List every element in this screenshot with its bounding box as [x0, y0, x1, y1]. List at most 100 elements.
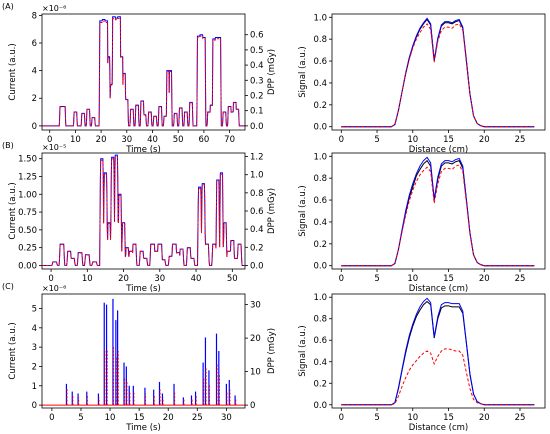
y-tick-label: 0.0 [313, 401, 327, 411]
axes-frame [331, 152, 546, 270]
panel-label: (C) [2, 282, 14, 291]
x-tick-label: 0 [49, 413, 54, 423]
y-right-tick-label: 20 [250, 334, 261, 344]
x-axis-label: Distance (cm) [409, 284, 468, 294]
y-right-tick-label: 1.2 [250, 153, 264, 163]
y-right-tick-label: 0.0 [250, 261, 264, 271]
y-tick-label: 0.4 [313, 358, 327, 368]
y-right-tick-label: 0.8 [250, 189, 264, 199]
y-tick-label: 2 [32, 94, 37, 104]
y-tick-label: 5 [32, 304, 37, 314]
y-right-tick-label: 0.3 [250, 76, 264, 86]
axes-frame [41, 13, 246, 131]
x-tick-label: 10 [82, 274, 93, 284]
y-axis-label: Signal (a.u.) [298, 325, 308, 376]
y-tick-label: 0.0 [313, 123, 327, 133]
y-tick-label: 1.0 [313, 13, 327, 23]
y-right-tick-label: 0.6 [250, 207, 264, 217]
y-tick-label: 0.4 [313, 79, 327, 89]
series-line-2 [341, 156, 535, 267]
y-tick-label: 0.75 [18, 208, 37, 218]
chart-panel-5: 0 5 10 15 20 25 30 0 1 2 3 4 5 0 10 20 30 DPP (mGy) ×10⁻⁶ (… [2, 282, 277, 433]
y-tick-label: 6 [32, 39, 37, 49]
x-tick-label: 40 [191, 274, 202, 284]
y-tick-label: 0 [32, 401, 37, 411]
y-right-axis-label: DPP (mGy) [267, 328, 277, 374]
x-tick-label: 25 [192, 413, 203, 423]
y-tick-label: 0.4 [313, 218, 327, 228]
axes-frame [331, 293, 546, 409]
y-tick-label: 0.6 [313, 196, 327, 206]
y-right-tick-label: 10 [250, 368, 261, 378]
x-tick-label: 60 [198, 135, 209, 145]
x-tick-label: 30 [221, 413, 232, 423]
y-tick-label: 1.00 [18, 190, 37, 200]
x-tick-label: 20 [479, 135, 490, 145]
x-tick-label: 40 [147, 135, 158, 145]
x-tick-label: 5 [374, 274, 379, 284]
y-axis-label: Current (a.u.) [8, 43, 18, 100]
x-tick-label: 25 [515, 413, 526, 423]
panel-label: (B) [2, 141, 14, 150]
x-tick-label: 50 [227, 274, 238, 284]
x-tick-label: 5 [374, 413, 379, 423]
y-right-tick-label: 0.2 [250, 243, 264, 253]
y-tick-label: 0.2 [313, 101, 327, 111]
x-tick-label: 0 [339, 274, 344, 284]
y-right-tick-label: 0.0 [250, 122, 264, 132]
y-tick-label: 1.0 [313, 293, 327, 303]
plot-area [42, 298, 245, 406]
y-tick-label: 0 [32, 122, 37, 132]
y-tick-label: 1.25 [18, 172, 37, 182]
x-tick-label: 15 [443, 413, 454, 423]
series-line-1 [42, 16, 245, 127]
y-right-tick-label: 0.2 [250, 91, 264, 101]
x-tick-label: 20 [163, 413, 174, 423]
y-tick-label: 0.0 [313, 262, 327, 272]
series-line-2 [341, 17, 535, 128]
y-tick-label: 1.0 [313, 152, 327, 162]
x-tick-label: 25 [515, 135, 526, 145]
y-axis-label: Signal (a.u.) [298, 185, 308, 236]
x-tick-label: 20 [96, 135, 107, 145]
x-tick-label: 10 [407, 135, 418, 145]
x-tick-label: 70 [224, 135, 235, 145]
y-tick-label: 0.50 [18, 226, 37, 236]
x-tick-label: 0 [339, 135, 344, 145]
panel-label: (A) [2, 2, 14, 11]
chart-panel-4: 0 5 10 15 20 25 0.0 0.2 0.4 0.6 0.8 1.0 Distance (cm… [298, 152, 546, 294]
y-right-tick-label: 30 [250, 301, 261, 311]
y-right-axis-label: DPP (mGy) [267, 49, 277, 95]
chart-panel-3: 0 10 20 30 40 50 0.00 0.25 0.50 0.75 1.00 1.25 1.50 0… [2, 141, 277, 294]
y-axis-exponent: ×10⁻⁵ [42, 143, 66, 152]
x-tick-label: 20 [479, 413, 490, 423]
y-tick-label: 2 [32, 362, 37, 372]
plot-area [42, 16, 245, 127]
x-axis-label: Time (s) [125, 284, 161, 294]
series-line-2 [341, 297, 535, 406]
series-line-1 [42, 154, 245, 266]
series-line-3 [341, 348, 535, 406]
x-tick-label: 0 [339, 413, 344, 423]
x-tick-label: 5 [78, 413, 83, 423]
y-tick-label: 4 [32, 324, 37, 334]
y-right-tick-label: 0.6 [250, 31, 264, 41]
series-line-2 [42, 156, 245, 266]
series-line-1 [341, 18, 535, 128]
y-axis-exponent: ×10⁻⁶ [42, 4, 66, 13]
x-tick-label: 10 [407, 413, 418, 423]
y-tick-label: 0.25 [18, 244, 37, 254]
x-tick-label: 10 [70, 135, 81, 145]
x-tick-label: 5 [374, 135, 379, 145]
y-tick-label: 0.2 [313, 240, 327, 250]
x-tick-label: 10 [407, 274, 418, 284]
y-right-tick-label: 1.0 [250, 171, 264, 181]
series-line-2 [42, 17, 245, 127]
y-right-tick-label: 0 [250, 401, 255, 411]
x-tick-label: 15 [443, 274, 454, 284]
y-axis-label: Signal (a.u.) [298, 46, 308, 97]
chart-panel-2: 0 5 10 15 20 25 0.0 0.2 0.4 0.6 0.8 1.0 Distance (cm… [298, 13, 546, 155]
chart-panel-6: 0 5 10 15 20 25 0.0 0.2 0.4 0.6 0.8 1.0 Distance (cm… [298, 293, 546, 433]
x-tick-label: 10 [105, 413, 116, 423]
